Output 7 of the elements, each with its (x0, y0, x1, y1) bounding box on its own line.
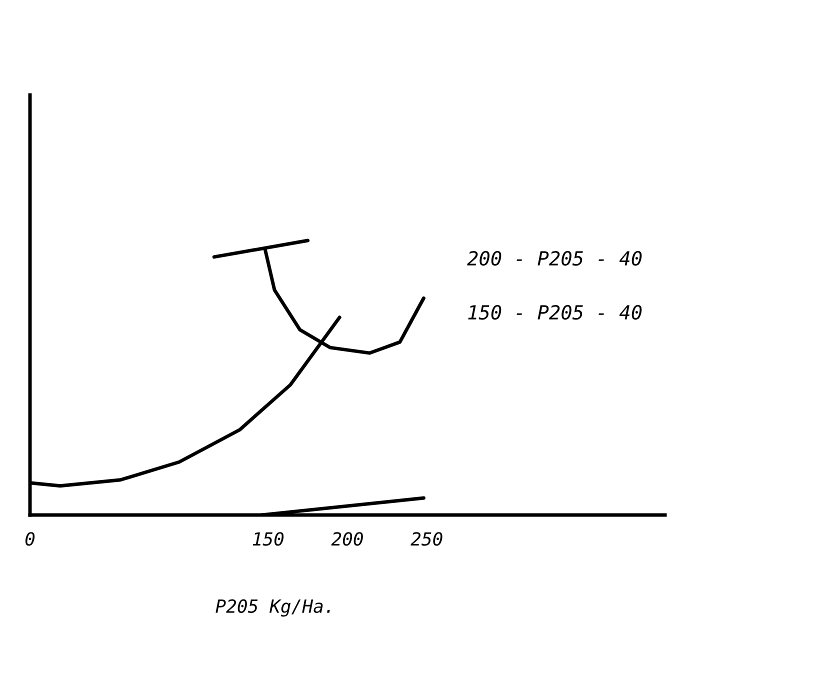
annotation: 150 - P205 - 40 (468, 304, 642, 320)
x-tick-label: 0 (25, 532, 35, 546)
x-tick-label: 200 (331, 532, 363, 546)
x-tick-label: 250 (410, 532, 442, 546)
x-axis-title: P205 Kg/Ha. (216, 599, 330, 617)
annotation: 200 - P205 - 40 (467, 250, 642, 266)
x-tick-label: 150 (252, 532, 284, 546)
